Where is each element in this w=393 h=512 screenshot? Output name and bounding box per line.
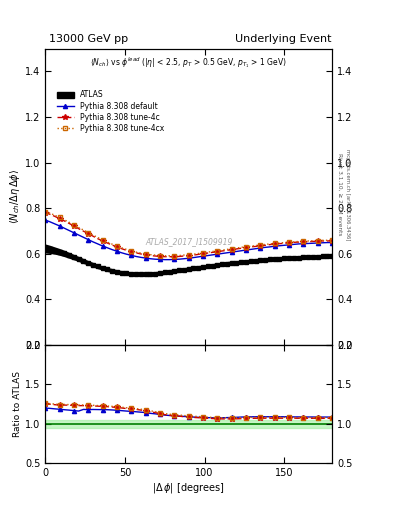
- X-axis label: $|\Delta\,\phi|$ [degrees]: $|\Delta\,\phi|$ [degrees]: [152, 481, 225, 495]
- Y-axis label: $\langle N_{ch} / \Delta\eta\,\Delta\phi \rangle$: $\langle N_{ch} / \Delta\eta\,\Delta\phi…: [8, 169, 22, 224]
- Text: 13000 GeV pp: 13000 GeV pp: [49, 33, 128, 44]
- Text: mcplots.cern.ch [arXiv:1306.3436]: mcplots.cern.ch [arXiv:1306.3436]: [345, 149, 350, 240]
- Y-axis label: Ratio to ATLAS: Ratio to ATLAS: [13, 371, 22, 437]
- Text: Underlying Event: Underlying Event: [235, 33, 331, 44]
- Text: Rivet 3.1.10, ≥ 2.7M events: Rivet 3.1.10, ≥ 2.7M events: [337, 153, 342, 236]
- Bar: [45, 420, 332, 428]
- Text: ATLAS_2017_I1509919: ATLAS_2017_I1509919: [145, 237, 232, 246]
- Text: $\langle N_{ch}\rangle$ vs $\phi^{lead}$ ($|\eta|$ < 2.5, $p_{T}$ > 0.5 GeV, $p_: $\langle N_{ch}\rangle$ vs $\phi^{lead}$…: [90, 55, 287, 70]
- Legend: ATLAS, Pythia 8.308 default, Pythia 8.308 tune-4c, Pythia 8.308 tune-4cx: ATLAS, Pythia 8.308 default, Pythia 8.30…: [54, 87, 167, 136]
